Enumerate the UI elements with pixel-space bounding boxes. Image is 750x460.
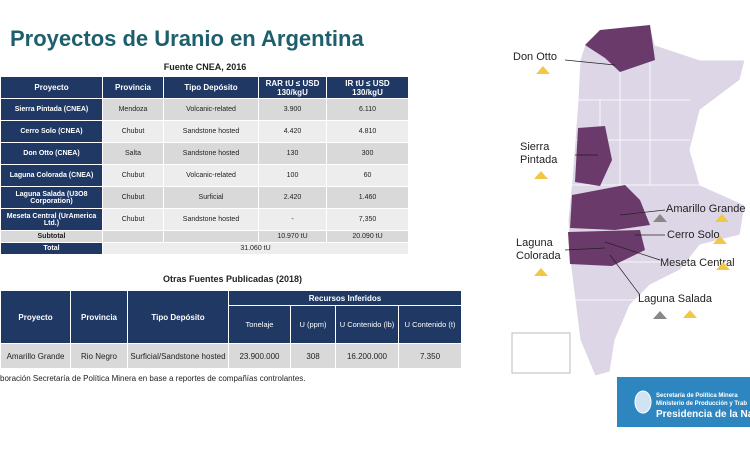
marker-icon (713, 236, 727, 244)
header-cell: RAR tU ≤ USD 130/kgU (258, 76, 327, 99)
map-label: Laguna Salada (638, 293, 713, 305)
cell: 16.200.000 (335, 343, 399, 369)
total-label: Total (0, 242, 103, 255)
cell (163, 230, 259, 243)
header-row: Proyecto Provincia Tipo Depósito Recursos I… (0, 290, 463, 344)
cell: 60 (326, 164, 409, 187)
header-cell: Tipo Depósito (163, 76, 259, 99)
group-header: Recursos Inferidos (227, 290, 463, 306)
table-row: Amarillo Grande Rio Negro Surficial/Sandst… (0, 343, 463, 369)
leader-lines (564, 59, 666, 296)
source-note: boración Secretaría de Política Minera e… (0, 374, 306, 383)
map-label: Meseta Central (660, 257, 735, 269)
table-caption: Otras Fuentes Publicadas (2018) (162, 274, 303, 284)
logo-text: Secretaría de Política Minera (656, 393, 738, 399)
cell: 1.460 (326, 186, 409, 209)
cell: Chubut (102, 164, 164, 187)
cell: Rio Negro (70, 343, 128, 369)
map-label: Amarillo Grande (666, 203, 745, 215)
cell: 2.420 (258, 186, 327, 209)
header-cell: Tipo Depósito (127, 290, 229, 344)
slide-title: Proyectos de Uranio en Argentina (10, 26, 364, 51)
total-cell: 31.060 tU (102, 242, 409, 255)
map-label: Sierra Pintada (520, 141, 558, 166)
subtotal-cell: 10.970 tU (258, 230, 327, 243)
project-cell: Cerro Solo (CNEA) (0, 120, 103, 143)
header-cell: U Contenido (lb) (335, 305, 399, 344)
map-label: Cerro Solo (667, 229, 720, 241)
cell: 3.900 (258, 98, 327, 121)
marker-icon (534, 268, 548, 276)
cell: 4.420 (258, 120, 327, 143)
cell: Chubut (102, 186, 164, 209)
header-row: Tonelaje U (ppm) U Contenido (lb) U Conteni… (1, 305, 463, 344)
legend-box (511, 332, 571, 374)
cell: Volcanic-related (163, 164, 259, 187)
logo-text: Ministerio de Producción y Trab (656, 401, 747, 407)
header-cell: Proyecto (0, 290, 71, 344)
cell: Salta (102, 142, 164, 165)
header-cell: Provincia (102, 76, 164, 99)
map-label: Don Otto (513, 51, 557, 63)
table-row: Laguna Colorada (CNEA) Chubut Volcanic-rel… (0, 164, 409, 187)
project-cell: Don Otto (CNEA) (0, 142, 103, 165)
cell: 4.810 (326, 120, 409, 143)
table-caption: Fuente CNEA, 2016 (163, 62, 247, 72)
project-cell: Sierra Pintada (CNEA) (0, 98, 103, 121)
cell (102, 230, 164, 243)
cell: Sandstone hosted (163, 208, 259, 231)
table-row: Don Otto (CNEA) Salta Sandstone hosted 130 3… (0, 142, 409, 165)
cell: Chubut (102, 120, 164, 143)
marker-icon (653, 214, 667, 222)
map-label: Laguna Colorada (516, 237, 562, 262)
cell: Surficial/Sandstone hosted (127, 343, 229, 369)
logo-emblem (634, 390, 652, 414)
cell: Volcanic-related (163, 98, 259, 121)
highlighted-provinces (568, 25, 655, 266)
table-row: Meseta Central (UrAmerica Ltd.) Chubut San… (0, 208, 409, 231)
total-row: Total 31.060 tU (0, 242, 409, 255)
cell: Chubut (102, 208, 164, 231)
cnea-table: Proyecto Provincia Tipo Depósito RAR tU ≤ U… (0, 76, 409, 255)
header-row: Proyecto Provincia Tipo Depósito RAR tU ≤ U… (0, 76, 409, 99)
marker-icon (534, 171, 548, 179)
marker-icon (536, 66, 550, 74)
header-cell: Proyecto (0, 76, 103, 99)
project-cell: Meseta Central (UrAmerica Ltd.) (0, 208, 103, 231)
cell: Sandstone hosted (163, 142, 259, 165)
other-table: Proyecto Provincia Tipo Depósito Recursos I… (0, 290, 463, 369)
cell: 308 (290, 343, 336, 369)
marker-icon (653, 311, 667, 319)
table-row: Cerro Solo (CNEA) Chubut Sandstone hosted 4… (0, 120, 409, 143)
cell: 6.110 (326, 98, 409, 121)
cell: Sandstone hosted (163, 120, 259, 143)
cell: 7.350 (397, 343, 463, 369)
table-row: Laguna Salada (U3O8 Corporation) Chubut Su… (0, 186, 409, 209)
header-cell: U Contenido (t) (397, 305, 463, 344)
cell: 7,350 (326, 208, 409, 231)
cell: - (258, 208, 327, 231)
cell: 100 (258, 164, 327, 187)
marker-icon (716, 262, 730, 270)
table-row: Sierra Pintada (CNEA) Mendoza Volcanic-rel… (0, 98, 409, 121)
marker-icon (715, 214, 729, 222)
cell: 130 (258, 142, 327, 165)
logo-text: Presidencia de la Naci (656, 409, 750, 420)
cell: Amarillo Grande (0, 343, 71, 369)
argentina-shape (567, 24, 746, 377)
marker-icon (683, 310, 697, 318)
